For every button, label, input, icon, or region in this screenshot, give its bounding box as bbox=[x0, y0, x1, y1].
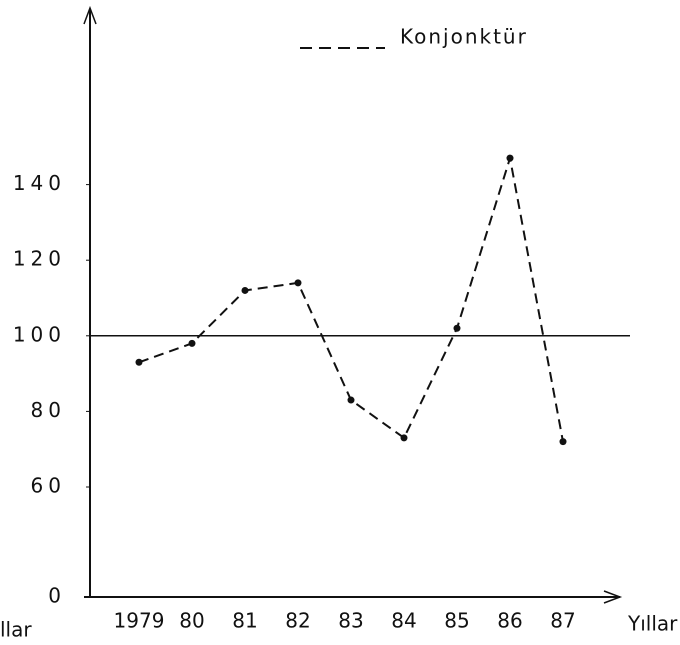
data-point bbox=[453, 324, 461, 332]
x-tick-label: 87 bbox=[550, 609, 575, 633]
data-point bbox=[400, 434, 408, 442]
x-tick-label: 84 bbox=[391, 609, 416, 633]
y-axis-arrow bbox=[83, 5, 97, 25]
x-tick-label: 85 bbox=[444, 609, 469, 633]
y-tick-label: 140 bbox=[13, 171, 66, 195]
x-tick-label: 82 bbox=[285, 609, 310, 633]
data-point bbox=[188, 339, 196, 347]
y-tick-label: 0 bbox=[48, 584, 66, 608]
data-point bbox=[559, 438, 567, 446]
data-point bbox=[506, 154, 514, 162]
x-tick-label: 1979 bbox=[114, 609, 165, 633]
x-tick-label: 81 bbox=[232, 609, 257, 633]
x-axis-arrow bbox=[603, 590, 623, 604]
data-point bbox=[294, 279, 302, 287]
legend-label: Konjonktür bbox=[400, 25, 528, 49]
y-axis-label: llar bbox=[0, 618, 32, 642]
x-tick-label: 83 bbox=[338, 609, 363, 633]
data-point bbox=[241, 286, 249, 294]
data-point bbox=[347, 396, 355, 404]
data-point bbox=[135, 358, 143, 366]
x-tick-label: 80 bbox=[179, 609, 204, 633]
y-tick-label: 80 bbox=[31, 398, 66, 422]
x-axis-label: Yıllar bbox=[627, 612, 678, 636]
y-tick-label: 60 bbox=[31, 474, 66, 498]
y-tick-label: 120 bbox=[13, 247, 66, 271]
y-tick-label: 100 bbox=[13, 322, 66, 346]
x-tick-label: 86 bbox=[497, 609, 522, 633]
